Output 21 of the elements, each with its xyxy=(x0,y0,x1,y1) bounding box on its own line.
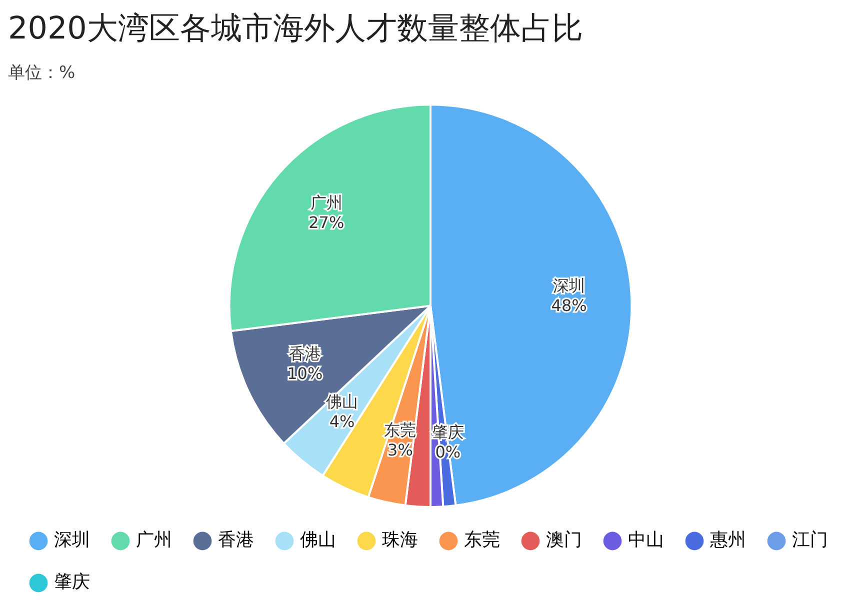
slice-label: 佛山 xyxy=(326,392,358,411)
chart-subtitle: 单位：% xyxy=(8,62,76,83)
legend-label: 深圳 xyxy=(54,530,90,551)
legend-label: 东莞 xyxy=(464,530,500,551)
legend-label: 江门 xyxy=(792,530,828,551)
chart-title: 2020大湾区各城市海外人才数量整体占比 xyxy=(8,10,583,47)
data-label: 48% xyxy=(551,296,587,316)
legend-label: 珠海 xyxy=(382,530,418,551)
legend-label: 中山 xyxy=(628,530,664,551)
legend-label: 广州 xyxy=(136,530,172,551)
data-label: 10% xyxy=(287,364,323,384)
data-label: 4% xyxy=(329,412,355,431)
slice-label: 深圳 xyxy=(553,276,586,296)
legend-label: 佛山 xyxy=(300,530,336,551)
slice-label: 香港 xyxy=(288,344,321,364)
legend-label: 澳门 xyxy=(546,530,582,551)
data-label: 27% xyxy=(308,213,344,232)
legend-label: 肇庆 xyxy=(54,572,90,593)
legend-label: 惠州 xyxy=(709,530,746,551)
legend-label: 香港 xyxy=(218,530,254,551)
slice-label: 广州 xyxy=(310,193,342,212)
